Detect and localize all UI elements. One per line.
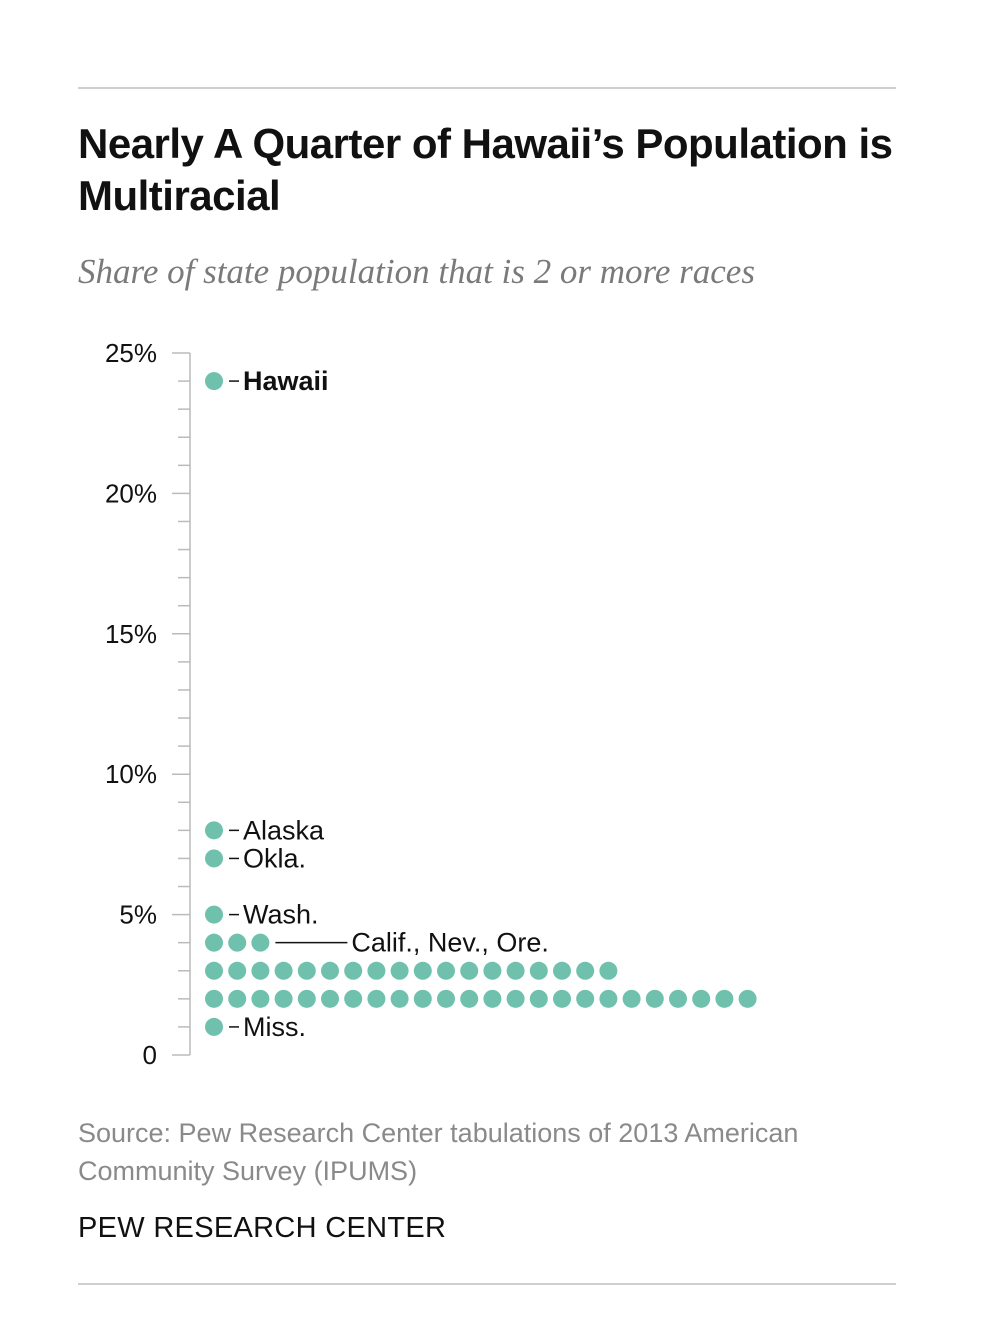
- state-dot: [205, 849, 223, 868]
- state-dot: [344, 961, 363, 980]
- state-dot: [506, 989, 525, 1008]
- bottom-rule: [78, 1283, 896, 1285]
- state-dot: [437, 989, 455, 1008]
- source-note: Source: Pew Research Center tabulations …: [78, 1118, 799, 1186]
- state-dot: [390, 961, 409, 980]
- state-dot: [483, 961, 502, 980]
- state-dot: [413, 961, 432, 980]
- state-dot: [460, 989, 479, 1008]
- state-label: Hawaii: [243, 366, 329, 396]
- state-dot: [413, 989, 432, 1008]
- state-dot: [738, 989, 757, 1008]
- y-tick-label: 10%: [105, 759, 157, 789]
- state-dot: [251, 961, 270, 980]
- state-dot: [251, 933, 270, 952]
- state-dot: [205, 821, 223, 840]
- state-dot: [715, 989, 734, 1008]
- state-dot: [437, 961, 455, 980]
- state-label: Okla.: [243, 843, 306, 873]
- state-dot: [205, 961, 223, 980]
- state-dot: [367, 989, 386, 1008]
- top-rule: [78, 87, 896, 89]
- state-dot: [460, 961, 479, 980]
- state-dot: [274, 961, 293, 980]
- state-dot: [321, 989, 339, 1008]
- y-tick-label: 20%: [105, 478, 157, 508]
- state-dot: [506, 961, 525, 980]
- state-label: Alaska: [243, 815, 325, 845]
- state-dot: [622, 989, 641, 1008]
- y-tick-label: 0: [143, 1040, 157, 1070]
- state-dot: [297, 989, 316, 1008]
- state-dot: [669, 989, 687, 1008]
- state-label: Calif., Nev., Ore.: [351, 928, 549, 958]
- state-dot: [390, 989, 409, 1008]
- state-dot: [367, 961, 386, 980]
- state-dot: [576, 961, 595, 980]
- state-dot: [599, 961, 618, 980]
- state-dot: [205, 933, 223, 952]
- state-dot: [483, 989, 502, 1008]
- state-dot: [645, 989, 664, 1008]
- state-dot: [205, 905, 223, 924]
- state-dot: [692, 989, 711, 1008]
- state-dot: [205, 989, 223, 1008]
- y-tick-label: 5%: [119, 900, 157, 930]
- state-dot: [576, 989, 595, 1008]
- chart-title: Nearly A Quarter of Hawaii’s Population …: [78, 120, 893, 219]
- state-dot: [205, 372, 223, 391]
- state-dot: [228, 989, 247, 1008]
- brand-wordmark: PEW RESEARCH CENTER: [78, 1212, 447, 1244]
- chart-subtitle: Share of state population that is 2 or m…: [78, 252, 755, 291]
- state-dot: [599, 989, 618, 1008]
- state-dot: [274, 989, 293, 1008]
- state-dot: [529, 961, 548, 980]
- state-dot: [529, 989, 548, 1008]
- state-dot: [205, 1017, 223, 1036]
- state-dot: [321, 961, 339, 980]
- state-dot: [228, 933, 247, 952]
- state-label: Wash.: [243, 900, 319, 930]
- state-label: Miss.: [243, 1012, 306, 1042]
- state-dot: [251, 989, 270, 1008]
- state-dot: [553, 961, 571, 980]
- y-tick-label: 15%: [105, 619, 157, 649]
- state-dot: [297, 961, 316, 980]
- state-dot: [553, 989, 571, 1008]
- y-tick-label: 25%: [105, 338, 157, 368]
- state-dot: [344, 989, 363, 1008]
- state-dot: [228, 961, 247, 980]
